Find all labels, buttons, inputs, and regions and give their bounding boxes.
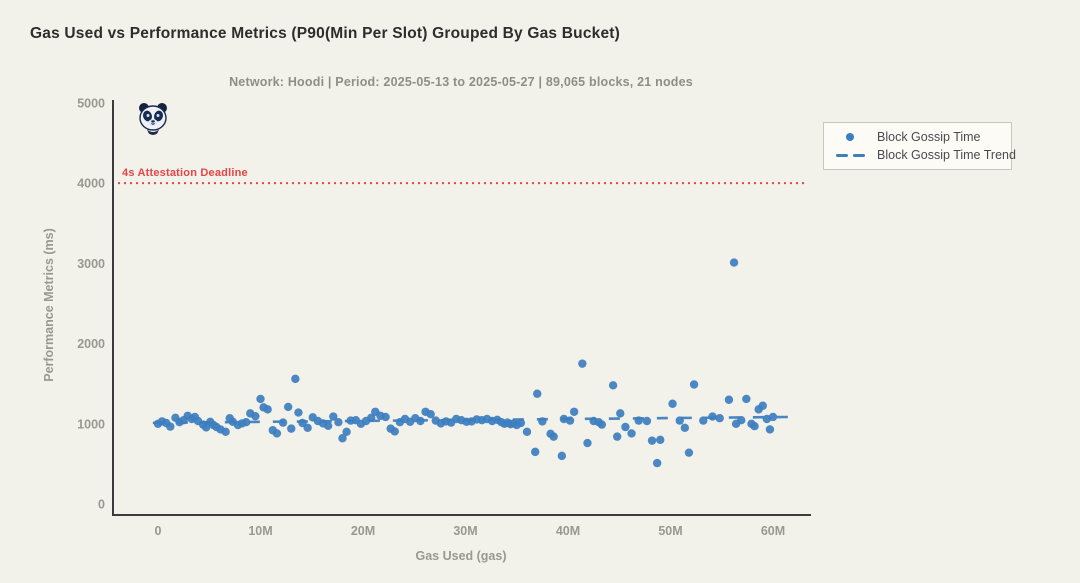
data-point bbox=[278, 418, 288, 427]
data-point bbox=[381, 412, 390, 422]
data-point bbox=[426, 409, 435, 419]
data-point bbox=[634, 416, 643, 425]
legend-item-block-gossip-time-trend[interactable]: Block Gossip Time Trend bbox=[832, 148, 1016, 162]
data-point bbox=[221, 427, 230, 437]
x-tick-label: 10M bbox=[248, 524, 272, 538]
x-axis-title: Gas Used (gas) bbox=[415, 549, 507, 563]
data-point bbox=[342, 427, 351, 437]
data-point bbox=[272, 429, 282, 438]
x-tick-label: 40M bbox=[556, 524, 580, 538]
data-point bbox=[608, 381, 618, 390]
y-tick-label: 2000 bbox=[77, 337, 105, 351]
data-point bbox=[750, 422, 759, 431]
data-point bbox=[329, 412, 338, 421]
data-point bbox=[612, 432, 622, 441]
data-point bbox=[530, 447, 540, 457]
data-point bbox=[241, 417, 251, 427]
data-point bbox=[533, 389, 542, 398]
data-point bbox=[390, 427, 399, 436]
chart-subtitle: Network: Hoodi | Period: 2025-05-13 to 2… bbox=[229, 75, 693, 89]
panda-logo-icon bbox=[139, 103, 167, 135]
legend-item-block-gossip-time[interactable]: Block Gossip Time bbox=[832, 130, 1003, 144]
x-tick-label: 50M bbox=[658, 524, 682, 538]
data-point bbox=[642, 416, 652, 426]
data-point bbox=[251, 411, 260, 421]
data-point bbox=[522, 427, 532, 437]
data-point bbox=[303, 423, 312, 433]
data-point bbox=[291, 374, 300, 384]
data-point bbox=[287, 424, 296, 433]
y-tick-label: 1000 bbox=[77, 417, 105, 431]
x-tick-label: 30M bbox=[453, 524, 477, 538]
data-point bbox=[616, 409, 625, 418]
data-point bbox=[699, 416, 708, 425]
data-point bbox=[668, 399, 677, 408]
data-point bbox=[549, 432, 558, 441]
data-point bbox=[689, 380, 699, 389]
data-point bbox=[680, 423, 690, 433]
data-point bbox=[758, 401, 767, 410]
data-point bbox=[656, 435, 665, 445]
data-point bbox=[647, 436, 657, 445]
data-point bbox=[516, 418, 526, 428]
data-point bbox=[166, 422, 175, 431]
data-point bbox=[323, 421, 333, 431]
legend-label: Block Gossip Time bbox=[877, 130, 981, 144]
data-point bbox=[256, 394, 265, 404]
data-point bbox=[569, 407, 579, 416]
y-tick-label: 5000 bbox=[77, 96, 105, 110]
data-point bbox=[621, 422, 630, 432]
data-point bbox=[338, 434, 347, 443]
axis-lines bbox=[112, 100, 811, 516]
data-point bbox=[715, 413, 724, 423]
data-point bbox=[565, 416, 575, 425]
data-point bbox=[416, 416, 425, 426]
dashed-line-marker-icon bbox=[832, 153, 868, 157]
legend-label: Block Gossip Time Trend bbox=[877, 148, 1016, 162]
data-point bbox=[737, 415, 746, 425]
y-tick-label: 4000 bbox=[77, 177, 105, 191]
data-point bbox=[675, 416, 684, 425]
x-tick-label: 60M bbox=[761, 524, 785, 538]
data-point bbox=[724, 395, 734, 404]
data-point bbox=[334, 417, 343, 427]
x-tick-label: 20M bbox=[351, 524, 375, 538]
data-point bbox=[729, 258, 739, 267]
data-point bbox=[742, 394, 751, 404]
data-point bbox=[538, 417, 547, 426]
y-tick-label: 0 bbox=[98, 498, 105, 512]
data-point bbox=[294, 408, 303, 417]
chart-legend: Block Gossip Time Block Gossip Time Tren… bbox=[823, 122, 1016, 170]
data-point bbox=[597, 420, 607, 429]
data-point bbox=[283, 402, 293, 412]
page-title: Gas Used vs Performance Metrics (P90(Min… bbox=[30, 25, 620, 42]
data-point bbox=[557, 451, 567, 461]
data-point bbox=[768, 412, 778, 422]
data-point bbox=[684, 448, 694, 457]
y-axis-title: Performance Metrics (ms) bbox=[42, 228, 56, 382]
data-point bbox=[765, 425, 775, 434]
data-point bbox=[366, 413, 376, 422]
scatter-marker-icon bbox=[832, 133, 868, 141]
data-point bbox=[652, 458, 662, 468]
attestation-deadline-label: 4s Attestation Deadline bbox=[122, 167, 248, 179]
y-tick-label: 3000 bbox=[77, 257, 105, 271]
data-point bbox=[627, 429, 636, 438]
data-point bbox=[578, 359, 587, 368]
data-point bbox=[583, 438, 592, 448]
data-point bbox=[263, 405, 272, 414]
x-tick-label: 0 bbox=[155, 524, 162, 538]
data-point bbox=[708, 412, 717, 421]
